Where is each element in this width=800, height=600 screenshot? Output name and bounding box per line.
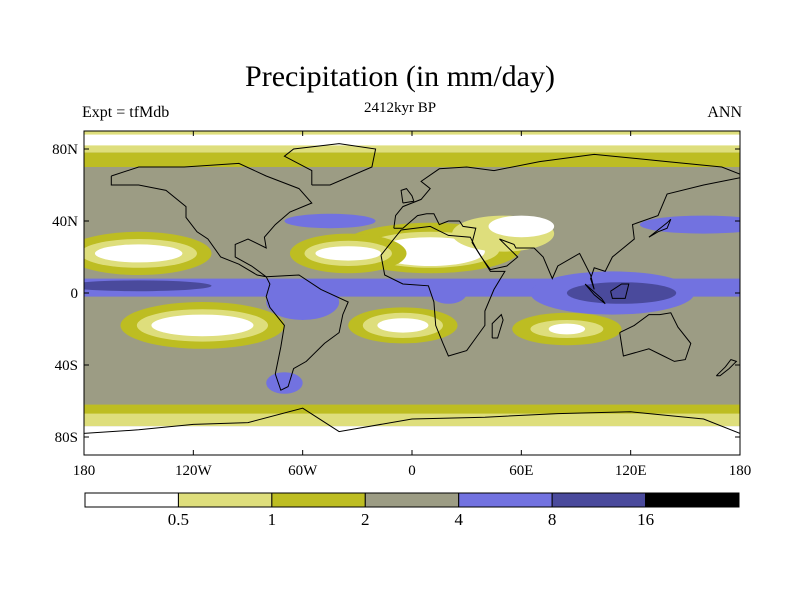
x-tick-label: 180 [729,463,752,479]
y-tick-label: 80S [55,430,78,446]
experiment-label: Expt = tfMdb [82,104,170,121]
coastline-new-zealand [715,359,738,377]
legend-swatch [84,492,179,508]
legend-swatch [458,492,553,508]
north-atlantic-high-core [315,246,382,261]
legend-swatch [551,492,647,508]
north-pacific-high-core [94,244,183,263]
south-pacific-high-core [151,314,254,337]
legend-label: 8 [548,510,557,529]
congo-wet [430,282,467,304]
north-pacific-storm-track [639,215,740,234]
period-label: 2412kyr BP [363,100,437,116]
colorbar-legend: 0.5 1 2 4 8 16 [84,492,740,529]
north-atlantic-storm-track [284,213,376,229]
coastline-south-america [265,274,349,391]
x-tick-label: 60E [509,463,533,479]
axes: 180 120W 60W 0 60E 120E 180 80N 40N 0 40S 80S [52,131,751,479]
legend-swatch [645,492,740,508]
coastline-africa [380,225,506,357]
x-tick-label: 0 [408,463,416,479]
y-tick-label: 0 [71,286,79,302]
precipitation-field [84,131,740,455]
legend-swatch [271,492,366,508]
central-asia-core [488,215,555,238]
legend-swatch [364,492,460,508]
patagonia-wet [266,372,303,394]
legend-label: 2 [361,510,370,529]
y-tick-label: 40N [52,214,78,230]
arctic-band-mid [84,152,740,167]
legend-label: 4 [454,510,463,529]
legend-label: 1 [268,510,277,529]
coastline-japan [648,218,672,238]
coastlines [84,143,740,434]
map-title: Precipitation (in mm/day) [245,60,555,93]
legend-label: 16 [637,510,654,529]
coastline-greenland [283,143,377,186]
coastline-uk [400,188,415,204]
maritime-continent-core [566,282,677,304]
y-tick-label: 80N [52,142,78,158]
coastline-north-america [110,162,313,278]
itcz-core-pacific [84,280,212,292]
coastline-eurasia [393,153,740,290]
x-tick-label: 120E [615,463,647,479]
arctic-band-white [84,134,740,146]
antarctic-band-mid [84,404,740,414]
y-tick-label: 40S [55,358,78,374]
coastline-sumatra [584,283,606,305]
coastline-antarctica-edge [84,407,740,434]
south-atlantic-high-core [377,318,429,333]
season-label: ANN [707,104,742,121]
coastline-madagascar [491,313,504,339]
legend-label: 0.5 [168,510,189,529]
legend-swatch [177,492,273,508]
south-indian-high-core [548,323,586,335]
coastline-borneo [610,283,630,299]
amazon-wet [266,284,340,320]
coastline-australia [619,312,692,362]
x-tick-label: 180 [73,463,96,479]
x-tick-label: 120W [175,463,213,479]
x-tick-label: 60W [288,463,318,479]
